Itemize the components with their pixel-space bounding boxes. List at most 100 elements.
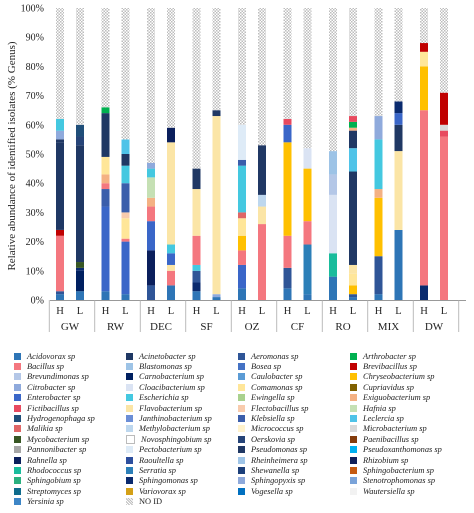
y-tick-label: 10% <box>26 266 44 277</box>
y-tick-label: 100% <box>21 4 44 15</box>
legend-item: Hafnia sp <box>350 403 396 413</box>
bar-segment <box>56 229 64 236</box>
y-tick-label: 60% <box>26 120 44 131</box>
legend-label: Brevibacillus sp <box>363 361 417 371</box>
legend-swatch <box>14 446 21 454</box>
bar-segment <box>258 224 266 300</box>
bar-gw-l <box>76 8 84 300</box>
legend-item: Brevundimonas sp <box>14 372 89 382</box>
bar-rw-l <box>121 8 130 300</box>
bar-segment <box>147 206 155 222</box>
bar-segment <box>329 174 337 195</box>
bar-sf-l <box>212 8 221 300</box>
legend-label: Carnobacterium sp <box>139 372 204 382</box>
bar-segment <box>76 291 84 300</box>
legend-swatch <box>14 352 21 360</box>
bar-segment <box>56 118 64 131</box>
legend-label: Caulobacter sp <box>251 372 303 382</box>
y-tick-label: 50% <box>26 150 44 161</box>
legend-item: Flavobacterium sp <box>126 403 202 413</box>
y-tick-label: 0% <box>31 296 44 307</box>
legend-item: Cloacibacterium sp <box>126 382 205 392</box>
bar-dec-h <box>147 8 155 300</box>
bar-segment <box>374 116 383 140</box>
bar-segment <box>349 273 357 286</box>
legend-swatch <box>350 373 357 381</box>
bar-segment <box>283 8 292 119</box>
legend-label: Citrobacter sp <box>27 382 76 392</box>
chart-area: 0% 10% 20% 30% 40% 50% 60% 70% 80% 90% 100% H L H L H L… <box>6 4 466 333</box>
bar-ro-h <box>329 8 337 300</box>
bar-segment <box>121 212 130 219</box>
legend-item: Janthinobacterium sp <box>126 413 212 423</box>
bar-segment <box>329 276 337 300</box>
bar-segment <box>238 288 246 300</box>
legend-item: Paenibacillus sp <box>350 434 419 444</box>
bar-segment <box>329 8 337 152</box>
bar-segment <box>192 168 201 190</box>
bar-segment <box>101 291 110 300</box>
legend-swatch <box>238 435 245 443</box>
bar-segment <box>121 139 130 154</box>
legend-label: Methylobacterium sp <box>139 424 210 434</box>
group-label: MIX <box>378 321 399 333</box>
y-tick-label: 90% <box>26 33 44 44</box>
legend-item: Enterobacter sp <box>14 393 80 403</box>
legend-item: Malikia sp <box>14 424 63 434</box>
legend-swatch <box>14 456 21 464</box>
group-label: GW <box>61 321 80 333</box>
bar-segment <box>440 92 448 125</box>
legend-label: Mycobacterium sp <box>27 434 90 444</box>
group-label: DEC <box>150 321 172 333</box>
bar-segment <box>349 294 357 298</box>
legend-item: Mycobacterium sp <box>14 434 89 444</box>
legend-label: Streptomyces sp <box>27 486 81 496</box>
bar-segment <box>56 291 64 295</box>
group-label: CF <box>291 321 304 333</box>
bar-segment <box>192 282 201 292</box>
legend-swatch <box>350 383 357 391</box>
legend-item: Ewingella sp <box>238 393 295 403</box>
legend-item: Arthrobacter sp <box>350 351 416 361</box>
bar-segment <box>121 183 130 213</box>
bar-label: H <box>420 306 428 317</box>
bar-label: L <box>441 306 447 317</box>
x-axis: H L H L H L H L H L H L H L H L H L GW RW DEC SF OZ CF RO MIX DW <box>48 300 466 333</box>
legend-swatch <box>126 373 133 381</box>
legend-item: Rhodococcus sp <box>14 465 81 475</box>
bar-rw-h <box>101 8 110 300</box>
legend-item: Rahnella sp <box>14 455 67 465</box>
legend-swatch <box>126 498 133 506</box>
bar-label: L <box>350 306 356 317</box>
legend-item: Micrococcus sp <box>238 424 303 434</box>
bar-segment <box>147 168 155 178</box>
legend-label: Vogesella sp <box>251 486 293 496</box>
bar-label: H <box>284 306 292 317</box>
legend-label: Cloacibacterium sp <box>139 382 205 392</box>
legend-item: Pseudoxanthomonas sp <box>350 445 442 455</box>
legend-label: Yersinia sp <box>27 497 64 507</box>
bar-segment <box>101 156 110 175</box>
y-tick-label: 80% <box>26 62 44 73</box>
legend-item: Microbacterium sp <box>350 424 427 434</box>
group-label: DW <box>425 321 444 333</box>
legend-swatch <box>238 456 245 464</box>
bar-segment <box>121 218 130 239</box>
bar-segment <box>238 218 246 236</box>
legend-label: Micrococcus sp <box>251 424 304 434</box>
legend-label: Stenotrophomonas sp <box>363 476 436 486</box>
bar-segment <box>420 8 428 44</box>
bar-segment <box>283 142 292 236</box>
bar-segment <box>56 142 64 230</box>
legend-item: Acidovorax sp <box>14 351 75 361</box>
bar-segment <box>76 262 84 268</box>
legend-swatch <box>238 383 245 391</box>
legend-item: Caulobacter sp <box>238 372 302 382</box>
bar-segment <box>121 294 130 300</box>
legend-label: Acinetobacter sp <box>139 351 196 361</box>
bar-segment <box>167 244 175 254</box>
bar-segment <box>329 253 337 277</box>
legend-label: Enterobacter sp <box>27 393 81 403</box>
legend-swatch <box>238 446 245 454</box>
bar-segment <box>394 113 403 125</box>
